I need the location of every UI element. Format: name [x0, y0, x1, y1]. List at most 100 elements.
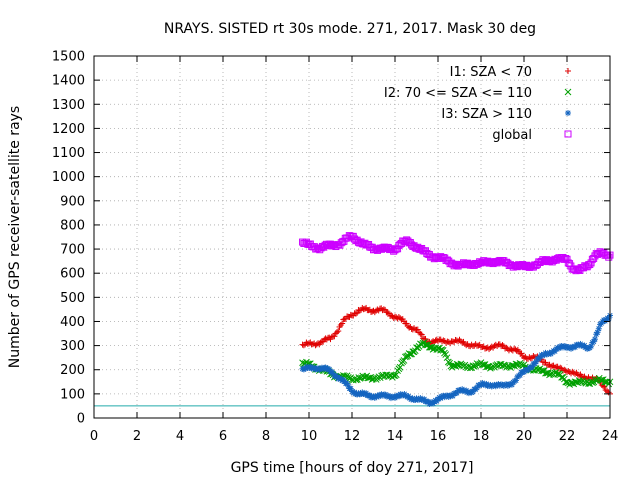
x-tick-label: 12	[344, 429, 361, 444]
point-series-2-d2	[562, 378, 570, 386]
point-series-3-d2	[483, 381, 489, 387]
y-axis-label: Number of GPS receiver-satellite rays	[7, 106, 23, 368]
point-series-1	[337, 321, 344, 328]
point-series-2-d2	[483, 363, 490, 371]
y-tick-label: 700	[60, 243, 85, 258]
legend-marker-3-d2	[565, 110, 571, 116]
chart-title: NRAYS. SISTED rt 30s mode. 271, 2017. Ma…	[164, 21, 536, 37]
point-series-2	[364, 374, 372, 382]
point-series-2-d2	[571, 378, 579, 386]
point-series-2	[542, 369, 549, 377]
legend-marker-2-d2	[564, 88, 572, 96]
point-series-1	[380, 306, 387, 313]
y-tick-label: 800	[60, 218, 85, 233]
point-series-2	[601, 378, 608, 386]
point-series-2-d2	[603, 378, 611, 386]
x-tick-label: 0	[90, 429, 98, 444]
point-series-2-d2	[554, 370, 561, 378]
y-tick-label: 1100	[52, 146, 85, 161]
point-series-1	[551, 364, 558, 371]
x-tick-label: 18	[473, 429, 490, 444]
point-series-2-d2	[426, 343, 433, 351]
point-series-1	[557, 364, 564, 371]
y-tick-label: 300	[60, 339, 85, 354]
point-series-2	[508, 362, 516, 369]
point-series-1	[397, 315, 404, 322]
point-series-2-d2	[520, 361, 528, 369]
grid	[94, 56, 610, 418]
point-series-3-d2	[592, 336, 598, 342]
x-tick-label: 2	[133, 429, 141, 444]
x-tick-label: 20	[516, 429, 533, 444]
point-series-1	[547, 363, 554, 370]
point-series-1	[352, 310, 359, 317]
point-series-1	[604, 388, 611, 395]
y-tick-label: 900	[60, 194, 85, 209]
point-series-2-d2	[567, 379, 575, 387]
point-series-1	[306, 340, 312, 347]
y-tick-label: 1500	[52, 50, 85, 65]
x-tick-label: 8	[262, 429, 270, 444]
point-series-1	[488, 343, 495, 350]
point-series-2-d2	[392, 371, 400, 379]
point-series-2	[392, 371, 400, 379]
point-series-1	[339, 320, 346, 327]
point-series-2-d2	[558, 373, 565, 381]
point-series-1	[499, 342, 506, 349]
y-tick-label: 200	[60, 363, 85, 378]
point-series-2-d2	[400, 357, 408, 364]
legend-label-1: I1: SZA < 70	[450, 65, 532, 80]
y-tick-label: 1200	[52, 122, 85, 137]
point-series-1	[371, 309, 378, 316]
point-series-2-d2	[396, 363, 404, 371]
x-tick-label: 24	[602, 429, 619, 444]
x-axis-label: GPS time [hours of doy 271, 2017]	[231, 460, 474, 476]
x-tick-label: 16	[430, 429, 447, 444]
point-series-2-d2	[543, 369, 551, 377]
y-tick-label: 400	[60, 315, 85, 330]
point-series-3	[591, 336, 598, 343]
y-tick-label: 1400	[52, 74, 85, 89]
point-series-1	[521, 354, 527, 361]
point-series-2	[400, 357, 408, 364]
point-series-3-d2	[421, 396, 427, 402]
point-series-2	[396, 363, 404, 371]
legend-marker-4	[564, 130, 572, 138]
point-series-3-d2	[330, 370, 336, 377]
point-series-1	[457, 338, 464, 345]
point-series-4	[363, 241, 371, 249]
legend-label-3: I3: SZA > 110	[441, 107, 532, 122]
y-tick-label: 0	[77, 412, 85, 427]
point-series-4	[605, 253, 613, 261]
point-series-1	[395, 314, 402, 321]
y-tick-label: 100	[60, 387, 85, 402]
legend-marker-2	[564, 88, 572, 96]
point-series-2-d2	[450, 362, 457, 369]
point-series-2-d2	[428, 343, 436, 351]
point-series-2-d2	[439, 347, 447, 354]
point-series-1	[331, 333, 338, 340]
point-series-1	[503, 344, 510, 351]
series-2	[299, 339, 614, 388]
point-series-1	[300, 342, 307, 349]
point-series-2-d2	[443, 354, 451, 362]
point-series-1	[328, 333, 335, 340]
point-series-1	[335, 328, 342, 335]
point-series-3-d2	[334, 374, 340, 380]
x-tick-label: 4	[176, 429, 184, 444]
y-tick-label: 500	[60, 291, 85, 306]
point-series-1	[518, 350, 525, 357]
point-series-1	[315, 340, 322, 347]
point-series-1	[333, 329, 340, 336]
point-series-2-d2	[542, 369, 549, 377]
point-series-2-d2	[364, 374, 372, 382]
point-series-1	[572, 370, 579, 377]
point-series-3	[595, 325, 602, 332]
x-tick-label: 10	[301, 429, 318, 444]
point-series-2-d2	[597, 376, 604, 384]
point-series-2	[554, 370, 561, 378]
x-tick-label: 14	[387, 429, 404, 444]
point-series-1	[453, 337, 460, 344]
point-series-3-d2	[363, 390, 369, 396]
